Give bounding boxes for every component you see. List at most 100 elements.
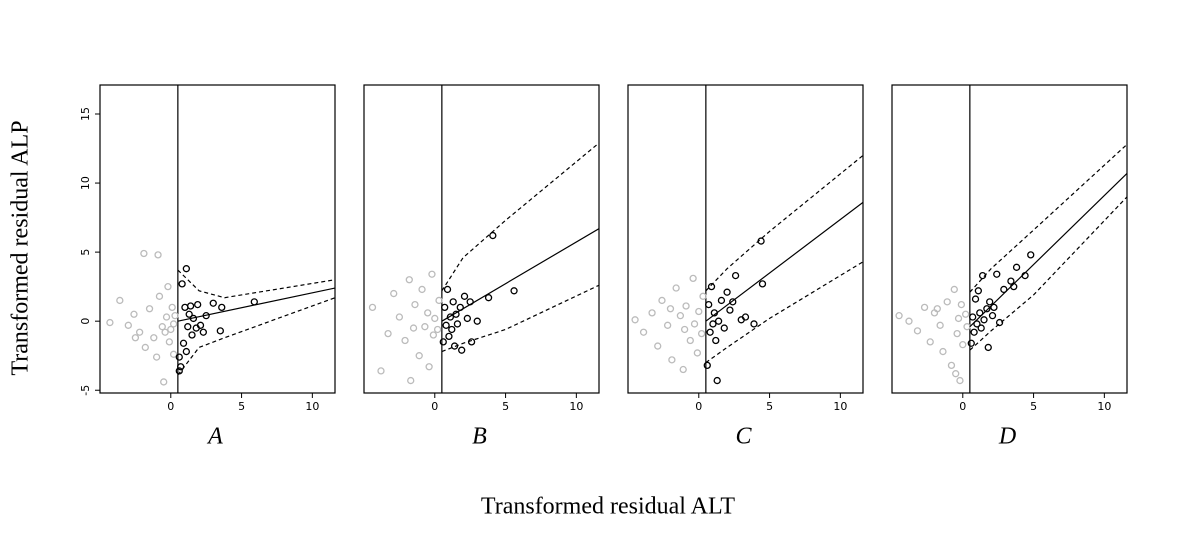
point — [425, 363, 433, 371]
point — [952, 370, 960, 378]
point — [135, 328, 144, 336]
plot-frame — [99, 84, 336, 394]
point — [686, 336, 694, 345]
point — [1000, 285, 1008, 294]
point — [689, 274, 697, 283]
x-tick-label: 5 — [1030, 400, 1037, 413]
point — [429, 331, 438, 339]
point — [990, 303, 998, 312]
point — [1027, 251, 1035, 259]
point — [150, 334, 158, 342]
point — [980, 316, 988, 324]
point — [185, 310, 193, 318]
point — [947, 361, 956, 370]
point — [164, 283, 172, 291]
point — [741, 313, 750, 321]
point — [473, 317, 481, 325]
point — [377, 367, 385, 375]
panel-title: A — [206, 424, 223, 450]
point — [963, 323, 971, 331]
point — [905, 317, 913, 325]
point — [418, 285, 426, 294]
point — [1012, 263, 1021, 271]
x-tick-label: 10 — [569, 400, 583, 413]
point — [993, 270, 1001, 278]
point — [401, 336, 409, 345]
point — [484, 294, 493, 302]
point — [368, 303, 377, 312]
point — [706, 328, 714, 336]
fit-line — [441, 228, 599, 322]
point — [720, 324, 728, 332]
point — [933, 305, 941, 313]
point — [726, 306, 734, 314]
point — [433, 325, 442, 334]
point — [679, 365, 687, 374]
x-tick-label: 0 — [167, 400, 174, 413]
point — [995, 318, 1004, 327]
plot-frame — [627, 84, 864, 394]
point — [693, 349, 702, 357]
point — [1007, 277, 1015, 285]
point — [712, 336, 720, 345]
point — [186, 302, 195, 310]
x-tick-label: 10 — [1097, 400, 1111, 413]
point — [976, 309, 984, 317]
fit-line — [705, 201, 863, 322]
point — [453, 320, 462, 328]
point — [750, 320, 758, 328]
fit-line — [441, 142, 599, 292]
point — [424, 309, 432, 317]
point — [445, 332, 453, 341]
point — [160, 378, 168, 386]
point — [169, 350, 178, 358]
point — [171, 312, 179, 320]
point — [680, 325, 689, 334]
plot-frame — [891, 84, 1128, 394]
x-tick-label: 0 — [431, 400, 438, 413]
point — [695, 307, 703, 316]
point — [442, 321, 450, 329]
point — [405, 276, 413, 284]
point — [448, 325, 456, 334]
point — [639, 328, 648, 336]
point — [449, 298, 457, 306]
point — [407, 376, 415, 385]
point — [729, 298, 737, 306]
x-tick-label: 5 — [238, 400, 245, 413]
y-tick-label: 10 — [79, 176, 92, 190]
point — [983, 305, 991, 313]
point — [439, 338, 447, 346]
panel-title: C — [735, 424, 752, 450]
point — [384, 329, 392, 338]
point — [731, 271, 740, 280]
point — [106, 318, 114, 327]
point — [703, 361, 711, 370]
point — [130, 310, 138, 318]
point — [663, 321, 672, 329]
x-tick-label: 5 — [766, 400, 773, 413]
point — [895, 312, 903, 320]
point — [926, 338, 934, 346]
point — [194, 300, 202, 309]
point — [435, 296, 443, 305]
point — [216, 327, 224, 335]
point — [707, 283, 716, 291]
y-tick-label: 5 — [79, 249, 92, 256]
point — [936, 321, 944, 329]
point — [977, 324, 985, 332]
point — [161, 328, 169, 336]
point — [179, 339, 188, 347]
x-axis-label: Transformed residual ALT — [481, 494, 736, 520]
point — [145, 305, 154, 313]
point — [446, 313, 455, 321]
point — [152, 353, 161, 361]
point — [648, 309, 656, 317]
fit-line — [441, 284, 599, 353]
point — [950, 285, 958, 294]
point — [758, 280, 767, 288]
point — [250, 298, 258, 306]
point — [956, 376, 964, 385]
